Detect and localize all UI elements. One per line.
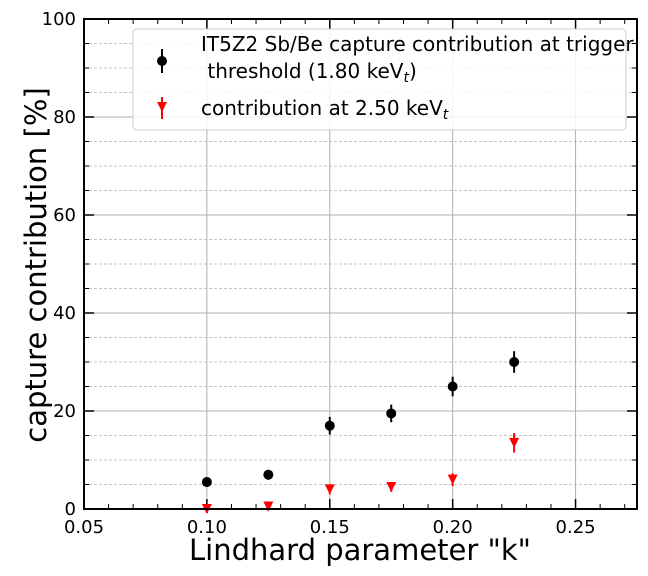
x-tick-label: 0.15	[310, 517, 350, 538]
legend-marker-series-2	[157, 102, 167, 112]
data-point	[509, 357, 520, 367]
legend-label-series-1-line-2: threshold (1.80 keVt)	[201, 59, 417, 86]
legend-label-series-2: contribution at 2.50 keVt	[201, 96, 449, 123]
data-point	[509, 437, 520, 448]
legend-label-series-2-main: contribution at 2.50 keV	[201, 96, 443, 120]
data-point	[386, 408, 397, 419]
data-point	[447, 381, 458, 392]
y-axis-label: capture contribution [%]	[19, 87, 53, 442]
x-tick-label: 0.05	[64, 517, 104, 538]
data-point	[386, 481, 397, 492]
legend: IT5Z2 Sb/Be capture contribution at trig…	[132, 28, 634, 131]
legend-label-series-1-subscript: t	[403, 70, 409, 86]
data-point	[201, 477, 212, 488]
legend-marker-series-1	[157, 56, 167, 66]
x-tick-label: 0.10	[187, 517, 227, 538]
x-axis-label: Lindhard parameter "k"	[189, 533, 531, 567]
series-1	[201, 351, 520, 488]
y-tick-label: 60	[53, 205, 76, 226]
legend-label-series-1-line-2-end: )	[409, 59, 417, 83]
series-2	[201, 433, 520, 514]
legend-label-series-1-line-1: IT5Z2 Sb/Be capture contribution at trig…	[201, 32, 634, 56]
data-point	[263, 501, 274, 512]
y-tick-label: 20	[53, 401, 76, 422]
x-tick-label: 0.25	[556, 517, 596, 538]
x-tick-label: 0.20	[433, 517, 473, 538]
tick-labels: 0.05 0.10 0.15 0.20 0.25 0 20 40 60 80 100	[42, 9, 596, 538]
data-point	[324, 420, 335, 431]
data-point	[324, 484, 335, 495]
series-layer	[201, 351, 520, 514]
data-point	[447, 474, 458, 485]
legend-label-series-2-subscript: t	[443, 107, 449, 123]
y-tick-label: 0	[65, 499, 76, 520]
legend-label-series-1-line-2-main: threshold (1.80 keV	[201, 59, 404, 83]
y-tick-label: 100	[42, 9, 76, 30]
y-tick-label: 80	[53, 107, 76, 128]
y-tick-label: 40	[53, 303, 76, 324]
legend-box	[132, 28, 627, 131]
plot-frame	[83, 18, 638, 510]
data-point	[263, 469, 274, 480]
